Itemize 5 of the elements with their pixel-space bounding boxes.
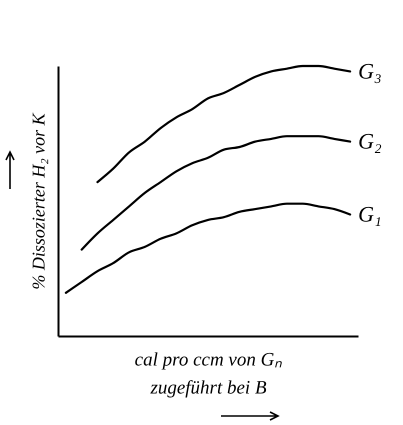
series-label: G₃: [358, 58, 382, 84]
series-label: G₂: [358, 128, 382, 154]
y-axis-title: % Dissozierter H₂ vor K: [28, 112, 48, 290]
x-axis-title: cal pro ccm von Gₙ zugeführt bei B: [134, 350, 282, 398]
series-label: G₁: [358, 202, 382, 226]
